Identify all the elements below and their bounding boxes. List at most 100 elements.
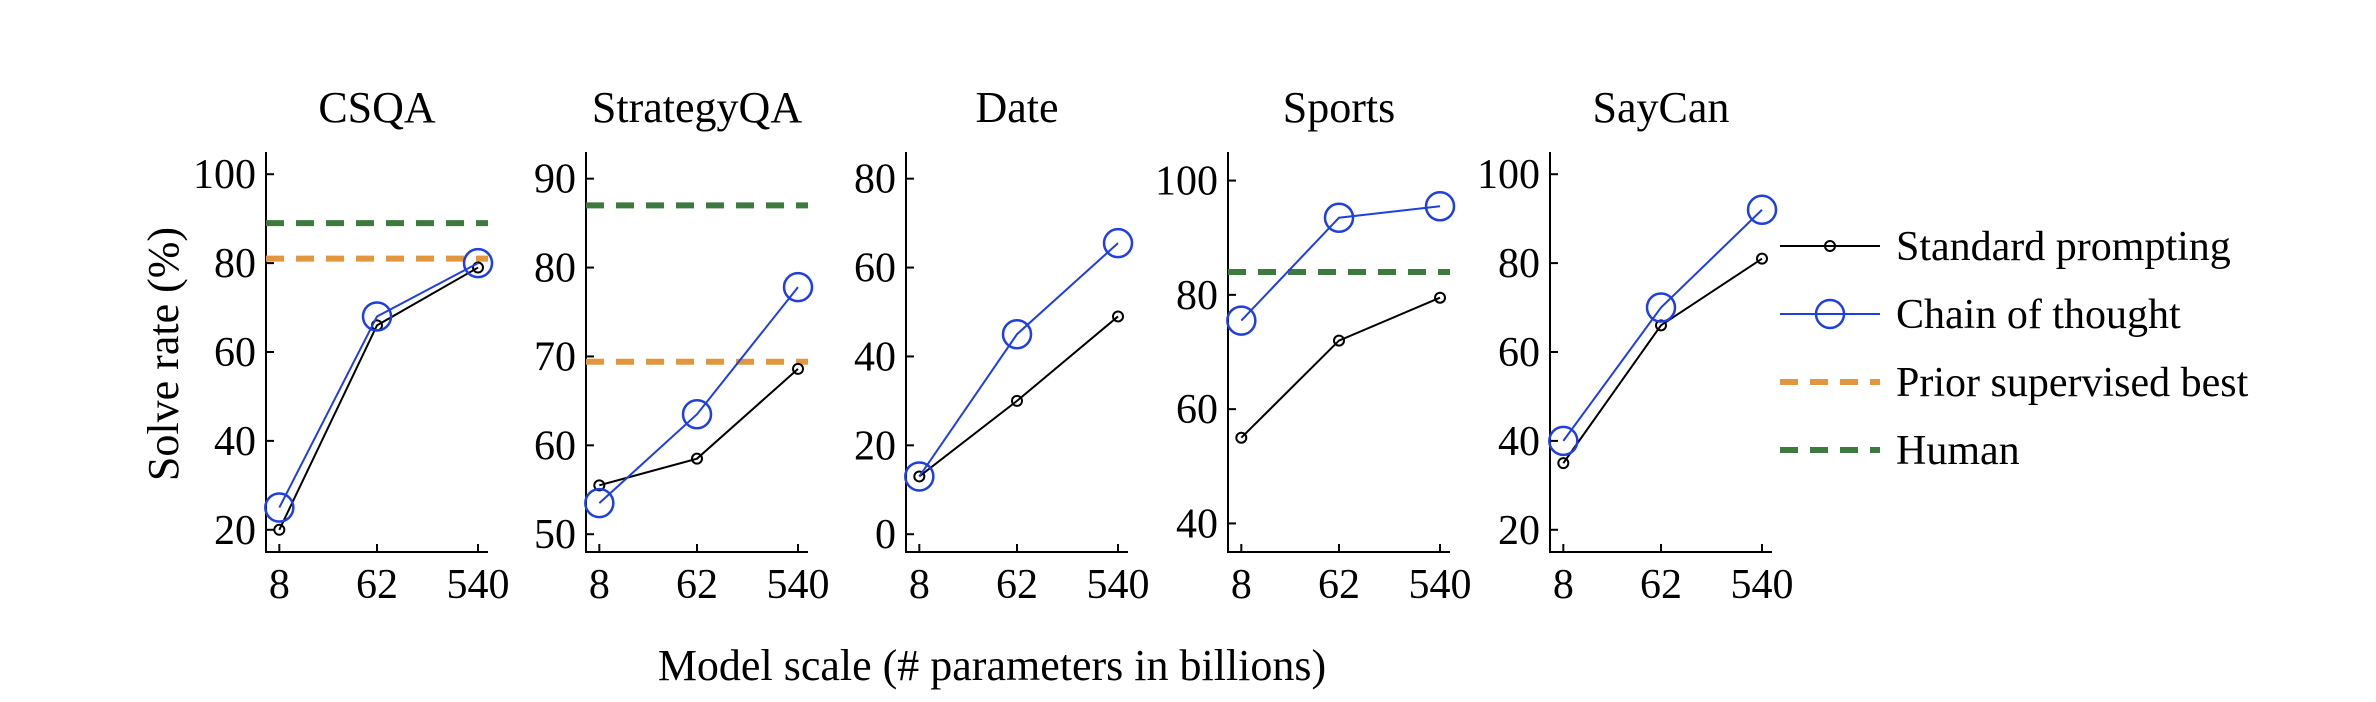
x-tick-label: 8 xyxy=(1553,562,1574,608)
panel-strategyqa: StrategyQA 50 60 70 80 90 8 62 540 xyxy=(534,83,830,608)
standard-series-line xyxy=(1240,296,1441,439)
panel-title: Date xyxy=(975,83,1058,132)
legend-label: Prior supervised best xyxy=(1896,360,2249,406)
y-tick-label: 60 xyxy=(854,246,896,292)
axes xyxy=(585,152,808,553)
y-tick-label: 80 xyxy=(1176,273,1218,319)
legend-entry-standard: Standard prompting xyxy=(1780,224,2231,270)
y-tick-label: 0 xyxy=(875,512,896,558)
standard-series-line xyxy=(1562,257,1763,464)
x-tick-label: 62 xyxy=(676,562,718,608)
x-tick-label: 62 xyxy=(996,562,1038,608)
y-tick-label: 20 xyxy=(854,423,896,469)
standard-data-point xyxy=(1557,457,1570,470)
standard-data-point xyxy=(1756,252,1769,265)
legend-marker-swatch xyxy=(1814,298,1846,330)
panel-date: Date 0 20 40 60 80 8 62 540 xyxy=(854,83,1150,608)
cot-data-point xyxy=(1424,191,1456,222)
cot-data-point xyxy=(584,487,615,519)
cot-data-point xyxy=(1001,318,1033,350)
panel-saycan: SayCan 20 40 60 80 100 8 62 540 xyxy=(1477,83,1794,608)
cot-series-line xyxy=(918,242,1119,478)
panel-title: SayCan xyxy=(1593,83,1730,132)
y-tick-label: 60 xyxy=(1176,387,1218,433)
y-tick-label: 100 xyxy=(1155,159,1218,205)
axes xyxy=(905,152,1128,553)
standard-data-point xyxy=(1112,310,1125,323)
panel-title: StrategyQA xyxy=(592,83,802,132)
x-tick-label: 540 xyxy=(447,562,510,608)
standard-data-point xyxy=(1434,291,1447,304)
cot-data-point xyxy=(1746,194,1778,226)
y-tick-label: 60 xyxy=(214,330,256,376)
x-tick-label: 540 xyxy=(1087,562,1150,608)
x-axis-label: Model scale (# parameters in billions) xyxy=(658,641,1326,690)
panel-title: CSQA xyxy=(318,83,436,132)
x-tick-label: 540 xyxy=(767,562,830,608)
y-tick-label: 40 xyxy=(854,334,896,380)
cot-data-point xyxy=(462,247,494,279)
x-tick-label: 540 xyxy=(1731,562,1794,608)
axes xyxy=(1227,152,1450,553)
standard-data-point xyxy=(1011,394,1023,407)
y-tick-label: 40 xyxy=(1176,501,1218,547)
x-tick-label: 8 xyxy=(269,562,290,608)
y-tick-label: 80 xyxy=(1498,241,1540,287)
cot-data-point xyxy=(782,271,814,303)
x-tick-label: 8 xyxy=(589,562,610,608)
cot-data-point xyxy=(361,301,393,332)
standard-data-point xyxy=(1235,431,1248,444)
legend-entry-prior: Prior supervised best xyxy=(1780,360,2249,406)
legend-entry-cot: Chain of thought xyxy=(1780,292,2181,338)
standard-data-point xyxy=(1333,334,1345,347)
y-tick-label: 70 xyxy=(534,334,576,380)
cot-data-point xyxy=(904,461,935,492)
y-tick-label: 40 xyxy=(1498,419,1540,465)
y-tick-label: 20 xyxy=(1498,508,1540,554)
legend-label: Chain of thought xyxy=(1896,292,2181,338)
cot-data-point xyxy=(264,492,295,523)
y-tick-label: 20 xyxy=(214,508,256,554)
x-tick-label: 8 xyxy=(1231,562,1252,608)
cot-data-point xyxy=(1323,202,1355,233)
chart-legend: Standard prompting Chain of thought Prior … xyxy=(1780,224,2249,474)
cot-series-line xyxy=(1562,209,1763,442)
y-tick-label: 40 xyxy=(214,419,256,465)
panel-csqa: CSQA 20 40 60 80 100 8 62 540 xyxy=(193,83,510,608)
x-tick-label: 62 xyxy=(1640,562,1682,608)
cot-series-line xyxy=(278,262,479,509)
cot-series-line xyxy=(598,286,799,504)
y-tick-label: 60 xyxy=(1498,330,1540,376)
axes xyxy=(265,152,488,553)
y-tick-label: 90 xyxy=(534,157,576,203)
y-tick-label: 100 xyxy=(193,152,256,198)
cot-data-point xyxy=(1226,305,1257,336)
y-axis-label: Solve rate (%) xyxy=(139,227,188,481)
cot-series-line xyxy=(1240,205,1441,322)
x-tick-label: 62 xyxy=(1318,562,1360,608)
y-tick-label: 80 xyxy=(854,157,896,203)
y-tick-label: 60 xyxy=(534,423,576,469)
standard-data-point xyxy=(792,362,805,375)
cot-data-point xyxy=(1548,425,1579,457)
standard-data-point xyxy=(691,452,703,465)
axes xyxy=(1549,152,1772,553)
standard-series-line xyxy=(278,266,479,531)
x-tick-label: 62 xyxy=(356,562,398,608)
standard-data-point xyxy=(913,470,926,483)
y-tick-label: 50 xyxy=(534,512,576,558)
x-tick-label: 540 xyxy=(1409,562,1472,608)
standard-data-point xyxy=(273,523,286,536)
panel-sports: Sports 40 60 80 100 8 62 540 xyxy=(1155,83,1472,608)
cot-data-point xyxy=(681,398,713,430)
standard-data-point xyxy=(472,261,485,274)
y-tick-label: 80 xyxy=(214,241,256,287)
cot-data-point xyxy=(1645,292,1677,323)
legend-label: Human xyxy=(1896,428,2020,474)
standard-series-line xyxy=(918,315,1119,478)
standard-series-line xyxy=(599,368,799,487)
x-tick-label: 8 xyxy=(909,562,930,608)
y-tick-label: 100 xyxy=(1477,152,1540,198)
